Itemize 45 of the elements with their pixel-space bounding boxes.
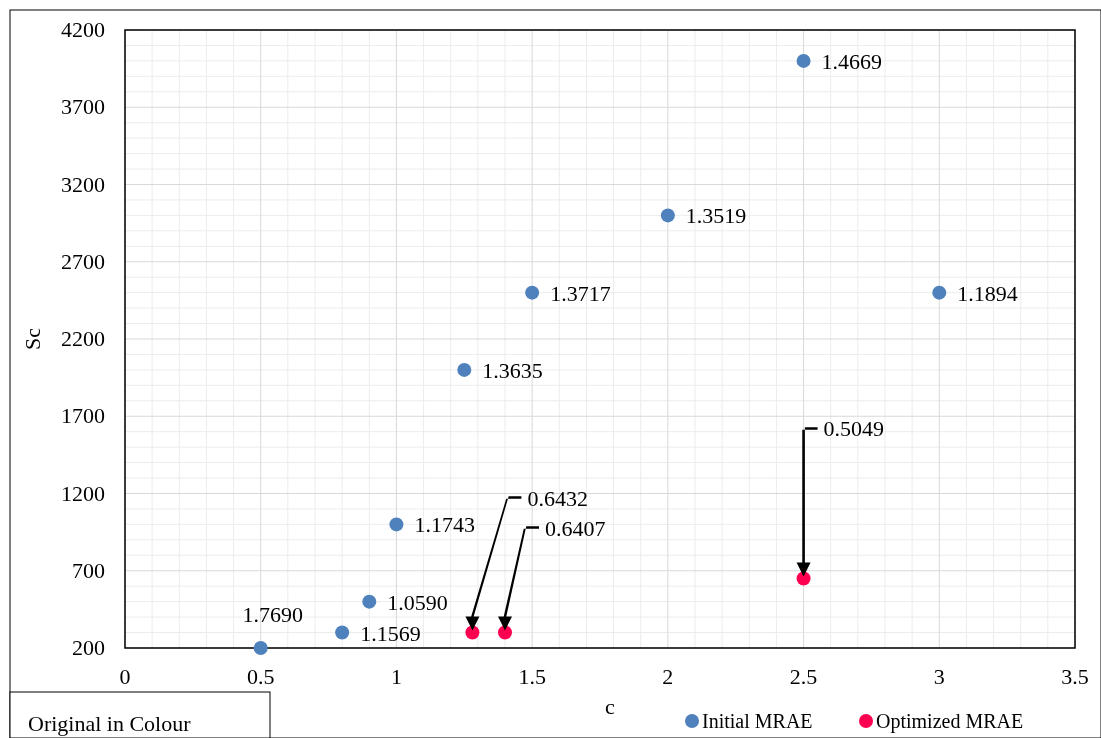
annotation: 1.1894: [957, 280, 1018, 306]
point: [525, 285, 540, 300]
x-tick-label: 0: [119, 664, 131, 689]
point: [465, 625, 480, 640]
x-tick-label: 3: [933, 664, 945, 689]
y-tick-label: 2200: [61, 326, 105, 351]
annotation: 1.4669: [821, 48, 883, 74]
x-tick-label: 2: [662, 664, 674, 689]
y-tick-label: 1700: [61, 403, 105, 429]
point: [389, 517, 404, 532]
point: [932, 285, 947, 300]
text: Original in Colour: [28, 711, 192, 736]
x-tick-label: 0.5: [246, 664, 275, 689]
point: [253, 641, 268, 655]
y-tick-label: 3200: [61, 171, 105, 197]
annotation: 1.3717: [550, 280, 611, 306]
y-tick-label: 1200: [61, 480, 105, 506]
legend-label: Initial MRAE: [702, 710, 813, 732]
annotation: 0.5049: [823, 416, 885, 442]
annotation: 1.3635: [482, 357, 543, 383]
annotation: 1.1569: [360, 620, 421, 646]
point: [498, 625, 512, 640]
point: [362, 594, 377, 609]
point: [660, 208, 675, 223]
annotation: 1.3519: [685, 203, 747, 229]
x-axis-title: c: [605, 694, 616, 719]
x-tick-label: 3.5: [1061, 664, 1089, 689]
y-tick-label: 200: [72, 635, 105, 660]
annotation: 0.6432: [527, 485, 588, 511]
y-tick-label: 3700: [61, 94, 105, 120]
x-tick-label: 1: [390, 664, 402, 689]
y-tick-label: 4200: [61, 17, 105, 42]
y-tick-label: 2700: [61, 248, 105, 274]
point: [796, 53, 811, 68]
annotation: 1.7690: [242, 602, 303, 627]
annotation: 1.0590: [387, 589, 448, 615]
y-axis-title: Sc: [20, 327, 45, 350]
x-tick-label: 2.5: [789, 664, 818, 689]
point: [335, 625, 350, 640]
point: [457, 362, 472, 377]
legend-label: Optimized MRAE: [876, 710, 1024, 733]
annotation: 1.1743: [414, 512, 475, 538]
y-tick-label: 700: [72, 557, 105, 583]
x-tick-label: 1.5: [518, 664, 546, 689]
annotation: 0.6407: [545, 515, 606, 541]
